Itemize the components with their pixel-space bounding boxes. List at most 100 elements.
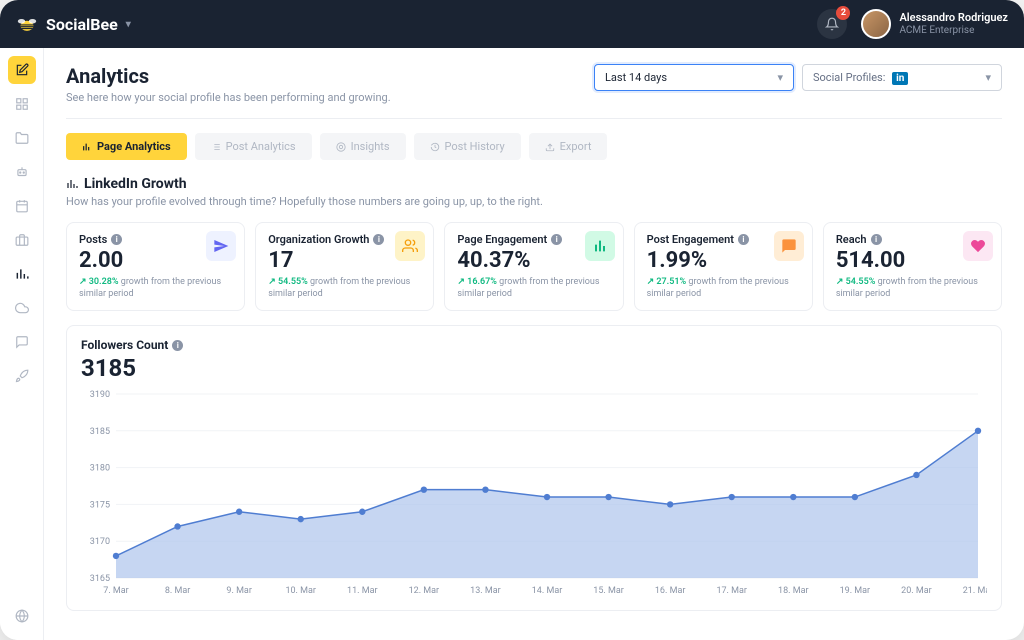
svg-text:7. Mar: 7. Mar <box>103 586 128 596</box>
divider <box>66 118 1002 119</box>
svg-text:20. Mar: 20. Mar <box>901 586 932 596</box>
users-icon <box>395 231 425 261</box>
metric-meta: ↗ 16.67% growth from the previous simila… <box>457 277 610 300</box>
metric-meta: ↗ 54.55% growth from the previous simila… <box>836 277 989 300</box>
svg-text:11. Mar: 11. Mar <box>347 586 378 596</box>
sidebar-item-dashboard[interactable] <box>8 90 36 118</box>
sidebar-item-content[interactable] <box>8 124 36 152</box>
sidebar-item-calendar[interactable] <box>8 192 36 220</box>
svg-text:16. Mar: 16. Mar <box>655 586 686 596</box>
sidebar-item-compose[interactable] <box>8 56 36 84</box>
chat-icon <box>774 231 804 261</box>
folder-icon <box>15 131 29 145</box>
info-icon[interactable]: i <box>871 234 882 245</box>
tab-export[interactable]: Export <box>529 133 608 160</box>
history-icon <box>430 142 440 152</box>
metric-meta: ↗ 30.28% growth from the previous simila… <box>79 277 232 300</box>
sidebar-item-settings[interactable] <box>8 602 36 630</box>
cloud-icon <box>15 301 29 315</box>
user-org: ACME Enterprise <box>899 25 1008 36</box>
info-icon[interactable]: i <box>172 340 183 351</box>
svg-text:10. Mar: 10. Mar <box>285 586 316 596</box>
selectors: Last 14 days ▾ Social Profiles: in ▾ <box>594 64 1002 91</box>
sidebar-item-analytics[interactable] <box>8 260 36 288</box>
brand[interactable]: SocialBee ▾ <box>16 13 131 35</box>
grid-icon <box>15 97 29 111</box>
svg-text:13. Mar: 13. Mar <box>470 586 501 596</box>
sidebar-item-engage[interactable] <box>8 328 36 356</box>
app-frame: SocialBee ▾ 2 Alessandro Rodriguez ACME … <box>0 0 1024 640</box>
tabs: Page Analytics Post Analytics Insights P… <box>66 133 1002 160</box>
info-icon[interactable]: i <box>111 234 122 245</box>
svg-text:8. Mar: 8. Mar <box>165 586 190 596</box>
sidebar <box>0 48 44 640</box>
message-icon <box>15 335 29 349</box>
metric-card: Post Engagement i1.99%↗ 27.51% growth fr… <box>634 222 813 311</box>
page-header: Analytics See here how your social profi… <box>66 64 1002 104</box>
info-icon[interactable]: i <box>373 234 384 245</box>
followers-chart-card: Followers Count i 3185 31653170317531803… <box>66 325 1002 611</box>
date-range-value: Last 14 days <box>605 71 667 84</box>
section-subtitle: How has your profile evolved through tim… <box>66 195 1002 208</box>
tab-post-analytics[interactable]: Post Analytics <box>195 133 312 160</box>
svg-text:3185: 3185 <box>90 427 110 437</box>
svg-text:12. Mar: 12. Mar <box>409 586 440 596</box>
globe-icon <box>15 609 29 623</box>
svg-text:3190: 3190 <box>90 390 110 400</box>
svg-text:18. Mar: 18. Mar <box>778 586 809 596</box>
followers-area-chart: 3165317031753180318531907. Mar8. Mar9. M… <box>81 388 987 598</box>
chart-area: 3165317031753180318531907. Mar8. Mar9. M… <box>81 388 987 598</box>
page-title: Analytics <box>66 64 391 88</box>
topbar: SocialBee ▾ 2 Alessandro Rodriguez ACME … <box>0 0 1024 48</box>
chevron-down-icon: ▾ <box>126 19 131 30</box>
sidebar-item-schedule[interactable] <box>8 226 36 254</box>
export-icon <box>545 142 555 152</box>
chart-icon <box>66 178 78 190</box>
sidebar-item-inbox[interactable] <box>8 158 36 186</box>
metric-meta: ↗ 27.51% growth from the previous simila… <box>647 277 800 300</box>
info-icon[interactable]: i <box>738 234 749 245</box>
svg-text:17. Mar: 17. Mar <box>716 586 747 596</box>
chart-title: Followers Count i <box>81 338 987 352</box>
plane-icon <box>206 231 236 261</box>
tab-post-history[interactable]: Post History <box>414 133 521 160</box>
date-range-select[interactable]: Last 14 days ▾ <box>594 64 794 91</box>
svg-text:3175: 3175 <box>90 501 110 511</box>
main-content: Analytics See here how your social profi… <box>44 48 1024 640</box>
metric-card: Page Engagement i40.37%↗ 16.67% growth f… <box>444 222 623 311</box>
topbar-right: 2 Alessandro Rodriguez ACME Enterprise <box>817 9 1008 39</box>
svg-text:3165: 3165 <box>90 574 110 584</box>
bars-icon <box>585 231 615 261</box>
metrics-cards: Posts i2.00↗ 30.28% growth from the prev… <box>66 222 1002 311</box>
list-icon <box>211 142 221 152</box>
page-subtitle: See here how your social profile has bee… <box>66 91 391 104</box>
brand-name: SocialBee <box>46 15 118 34</box>
avatar <box>861 9 891 39</box>
metric-card: Organization Growth i17↗ 54.55% growth f… <box>255 222 434 311</box>
svg-text:15. Mar: 15. Mar <box>593 586 624 596</box>
chart-icon <box>15 267 29 281</box>
chart-value: 3185 <box>81 354 987 382</box>
sidebar-item-integrations[interactable] <box>8 294 36 322</box>
user-name: Alessandro Rodriguez <box>899 12 1008 24</box>
svg-text:21. Mar: 21. Mar <box>963 586 987 596</box>
profiles-prefix: Social Profiles: <box>813 71 885 84</box>
bee-logo-icon <box>16 13 38 35</box>
section-title: LinkedIn Growth <box>66 176 1002 192</box>
profiles-select[interactable]: Social Profiles: in ▾ <box>802 64 1002 91</box>
notification-badge: 2 <box>836 6 850 20</box>
sidebar-item-grow[interactable] <box>8 362 36 390</box>
robot-icon <box>15 165 29 179</box>
notifications-button[interactable]: 2 <box>817 9 847 39</box>
user-menu[interactable]: Alessandro Rodriguez ACME Enterprise <box>861 9 1008 39</box>
info-icon[interactable]: i <box>551 234 562 245</box>
bell-icon <box>825 17 839 31</box>
tab-insights[interactable]: Insights <box>320 133 406 160</box>
svg-text:3170: 3170 <box>90 538 110 548</box>
tab-page-analytics[interactable]: Page Analytics <box>66 133 187 160</box>
svg-text:19. Mar: 19. Mar <box>840 586 871 596</box>
chart-icon <box>82 142 92 152</box>
metric-meta: ↗ 54.55% growth from the previous simila… <box>268 277 421 300</box>
chevron-down-icon: ▾ <box>777 71 783 84</box>
svg-text:9. Mar: 9. Mar <box>226 586 251 596</box>
